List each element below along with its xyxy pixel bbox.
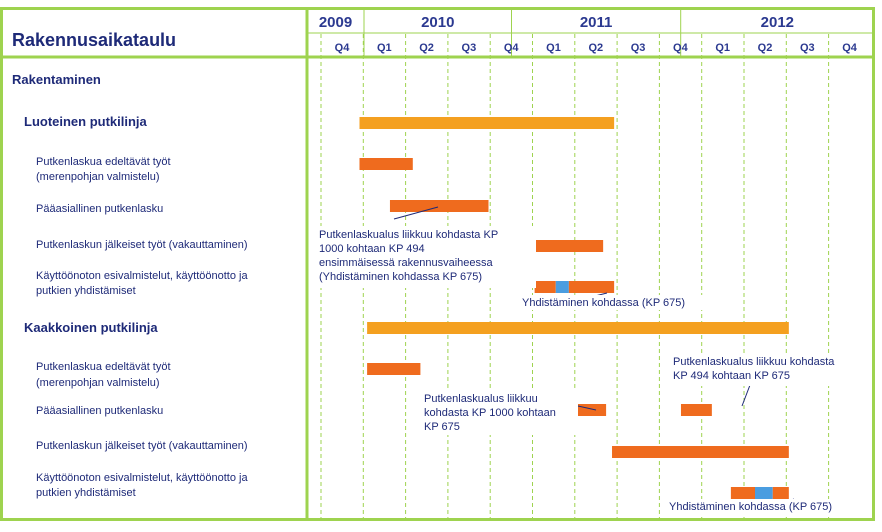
quarter-label: Q4 [504,42,520,54]
gantt-rows: Luoteinen putkilinja Putkenlaskua edeltäv… [24,114,789,499]
task-label: Pääasiallinen putkenlasku [36,203,163,215]
annotation-line: KP 494 kohtaan KP 675 [673,370,790,382]
year-label: 2012 [761,14,794,31]
task-label: Käyttöönoton esivalmistelut, käyttöönott… [36,472,248,499]
year-label: 2010 [421,14,454,31]
task-label: Pääasiallinen putkenlasku [36,405,163,417]
annotation-leader [741,384,751,407]
section-label: Rakentaminen [12,72,101,87]
task-label-line: Pääasiallinen putkenlasku [36,203,163,215]
quarter-label: Q4 [673,42,689,54]
annotation-line: Putkenlaskualus liikkuu [424,393,538,405]
task-label: Putkenlaskun jälkeiset työt (vakauttamin… [36,239,248,251]
task-bar [772,487,789,499]
annotation-line: kohdasta KP 1000 kohtaan [424,407,556,419]
task-label-line: (merenpohjan valmistelu) [36,171,160,183]
quarter-label: Q2 [419,42,434,54]
annotation-text: Yhdistäminen kohdassa (KP 675) [522,297,685,309]
task-label-line: Putkenlaskun jälkeiset työt (vakauttamin… [36,440,248,452]
task-label: Käyttöönoton esivalmistelut, käyttöönott… [36,270,248,297]
task-label-line: putkien yhdistämiset [36,285,136,297]
task-bar [534,281,556,293]
year-label: 2009 [319,14,352,31]
quarter-label: Q2 [588,42,603,54]
pipeline-label: Luoteinen putkilinja [24,114,148,129]
annotation-line: ensimmäisessä rakennusvaiheessa [319,257,494,269]
quarter-label: Q1 [546,42,561,54]
task-label-line: Käyttöönoton esivalmistelut, käyttöönott… [36,472,248,484]
summary-bar [359,117,615,129]
task-label-line: (merenpohjan valmistelu) [36,377,160,389]
annotation-background [518,295,718,310]
pipeline-label: Kaakkoinen putkilinja [24,320,158,335]
timeline-header: 2009 Q4 2010 Q1 Q2 Q3 Q4 2011 Q1 Q2 Q3 Q4 2012 Q1 Q2 Q3… [319,14,858,54]
annotation-text: Putkenlaskualus liikkuu kohdasta KP 1000 … [319,229,498,283]
annotation-line: Yhdistäminen kohdassa (KP 675) [669,501,832,513]
annotation-line: Yhdistäminen kohdassa (KP 675) [522,297,685,309]
task-label-line: Putkenlaskun jälkeiset työt (vakauttamin… [36,239,248,251]
quarter-label: Q1 [715,42,730,54]
annotation-line: Putkenlaskualus liikkuu kohdasta KP [319,229,498,241]
quarter-label: Q3 [462,42,477,54]
chart-title: Rakennusaikataulu [12,30,176,50]
task-label: Putkenlaskun jälkeiset työt (vakauttamin… [36,440,248,452]
task-label: Putkenlaskua edeltävät työt (merenpohjan … [36,156,171,183]
task-label-line: Pääasiallinen putkenlasku [36,405,163,417]
task-label-line: Putkenlaskua edeltävät työt [36,156,171,168]
grid-layer [0,7,875,521]
task-label-line: Käyttöönoton esivalmistelut, käyttöönott… [36,270,248,282]
annotations: Putkenlaskualus liikkuu kohdasta KP 1000 … [312,226,864,514]
annotation-line: (Yhdistäminen kohdassa KP 675) [319,271,482,283]
annotation-line: 1000 kohtaan KP 494 [319,243,425,255]
quarter-label: Q3 [631,42,646,54]
annotation-text: Putkenlaskualus liikkuu kohdasta KP 1000 … [424,393,556,433]
summary-bar [367,322,789,334]
connection-marker [754,487,773,499]
annotation-background [662,499,862,514]
task-bar [612,446,789,458]
annotation-background [668,353,864,386]
year-label: 2011 [580,14,613,31]
task-bar [359,158,413,170]
chart-frame [0,7,875,521]
task-bar [389,200,489,212]
task-label-line: Putkenlaskua edeltävät työt [36,361,171,373]
quarter-label: Q2 [758,42,773,54]
task-label-line: putkien yhdistämiset [36,487,136,499]
task-bar [568,281,615,293]
task-bar [367,363,421,375]
annotation-line: Putkenlaskualus liikkuu kohdasta [673,356,835,368]
quarter-label: Q1 [377,42,392,54]
connection-marker [555,281,569,293]
annotation-background [312,226,536,288]
task-bar [680,404,712,416]
annotation-text: Putkenlaskualus liikkuu kohdasta KP 494 k… [673,356,835,382]
annotation-text: Yhdistäminen kohdassa (KP 675) [669,501,832,513]
quarter-label: Q4 [335,42,351,54]
annotation-leader [393,206,439,220]
task-label: Putkenlaskua edeltävät työt (merenpohjan … [36,361,171,389]
quarter-label: Q3 [800,42,815,54]
annotation-background [418,390,578,435]
task-bar [730,487,755,499]
annotation-line: KP 675 [424,421,460,433]
quarter-label: Q4 [842,42,858,54]
